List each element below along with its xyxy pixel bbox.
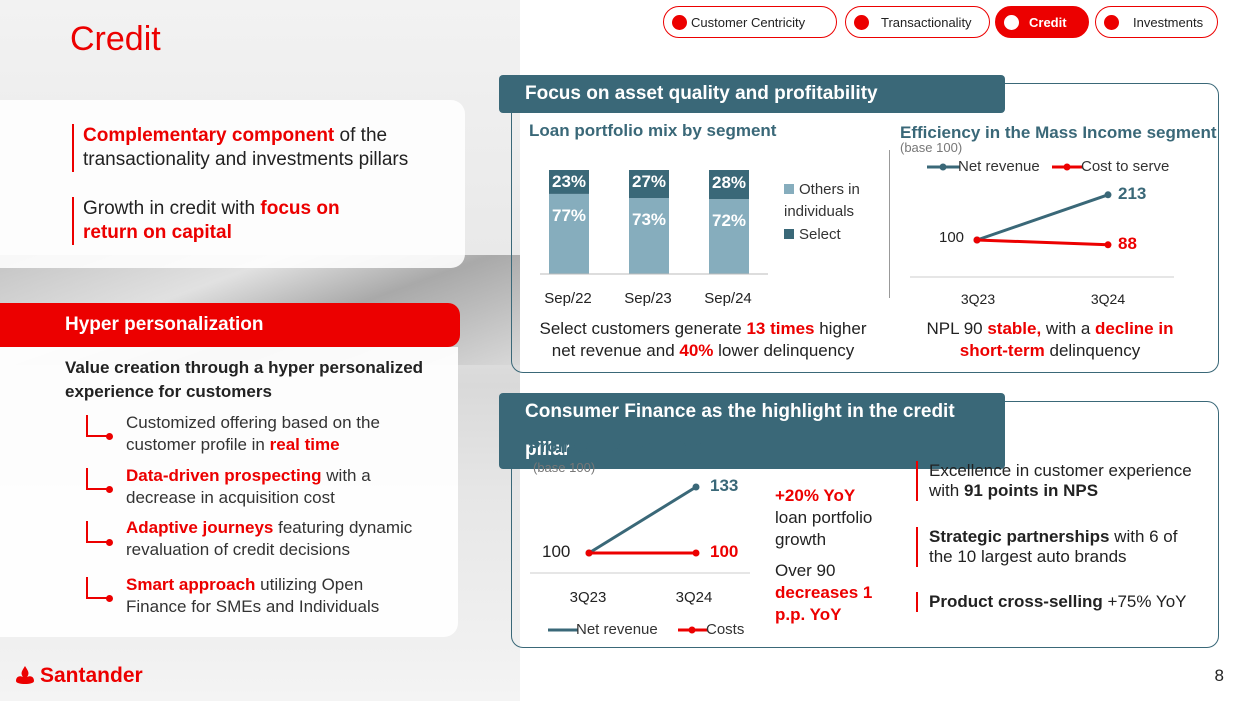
bullet-hook-icon xyxy=(86,415,113,440)
tab-label: Transactionality xyxy=(881,14,972,30)
x-tick-label: 3Q24 xyxy=(675,589,713,606)
legend-net-revenue: Net revenue xyxy=(576,621,658,638)
legend-line-net-icon xyxy=(548,628,578,632)
base-note: (base 100) xyxy=(900,140,963,155)
legend-net-revenue: Net revenue xyxy=(958,158,1040,175)
hp-item: Smart approach utilizing Open Finance fo… xyxy=(126,575,380,616)
x-tick-label: Sep/24 xyxy=(704,290,752,307)
loan-mix-chart xyxy=(540,170,768,275)
profitability-title: Profitability evolution xyxy=(529,437,703,456)
intro-point-growth: Growth in credit with focus on return on… xyxy=(72,197,383,245)
tab-dot-icon xyxy=(854,14,869,30)
hyper-personalization-subtitle: Value creation through a hyper personali… xyxy=(65,358,424,401)
x-tick-label: Sep/23 xyxy=(624,290,672,307)
legend-others: Others in individuals xyxy=(784,181,860,220)
npl-caption: NPL 90 stable, with a decline in short-t… xyxy=(926,319,1174,360)
consumer-finance-header: Consumer Finance as the highlight in the… xyxy=(499,393,1005,469)
bar-data-label: 28% xyxy=(711,172,747,192)
bar-data-label: 72% xyxy=(711,211,747,231)
loan-mix-title: Loan portfolio mix by segment xyxy=(529,121,777,140)
hyper-personalization-title: Hyper personalization xyxy=(0,303,460,347)
data-point xyxy=(692,483,700,491)
tab-investments[interactable]: Investments xyxy=(1095,6,1218,38)
asset-quality-header: Focus on asset quality and profitability xyxy=(499,75,1005,113)
series-line xyxy=(976,238,1109,247)
legend-swatch-icon xyxy=(784,184,794,194)
santander-logo: Santander xyxy=(14,664,143,688)
divider xyxy=(889,150,890,298)
data-point xyxy=(1104,241,1112,249)
bar-data-label: 27% xyxy=(631,172,667,192)
tab-label: Customer Centricity xyxy=(691,14,806,30)
intro-point-complementary: Complementary component of the transacti… xyxy=(72,124,443,172)
end-value-label: 213 xyxy=(1118,183,1147,203)
tab-label: Credit xyxy=(1029,14,1067,30)
legend-costs: Costs xyxy=(706,621,745,638)
end-value-label: 133 xyxy=(710,476,739,495)
series-line xyxy=(588,485,697,555)
x-tick-label: 3Q23 xyxy=(960,291,996,307)
body-text: Growth in credit with xyxy=(83,198,261,219)
start-value-label: 100 xyxy=(542,542,571,561)
hp-item: Customized offering based on the custome… xyxy=(126,413,380,454)
tab-credit[interactable]: Credit xyxy=(995,6,1089,38)
legend-swatch-icon xyxy=(784,229,794,239)
tab-dot-icon xyxy=(1104,14,1119,30)
body-text: of the transactionality and investments … xyxy=(83,125,409,170)
partnerships-point: Strategic partnerships with 6 of the 10 … xyxy=(916,527,1189,567)
profitability-chart xyxy=(530,483,750,574)
efficiency-title: Efficiency in the Mass Income segment xyxy=(900,123,1217,142)
x-tick-label: 3Q23 xyxy=(569,589,607,606)
end-value-label: 100 xyxy=(710,542,739,561)
bar-data-label: 73% xyxy=(631,210,667,230)
tab-label: Investments xyxy=(1133,14,1204,30)
legend-line-cost-icon xyxy=(1052,163,1083,171)
legend-line-net-icon xyxy=(927,163,960,171)
bar-others xyxy=(629,198,669,274)
hyper-personalization-card xyxy=(0,347,458,637)
loan-mix-caption: Select customers generate 13 times highe… xyxy=(539,319,867,360)
highlight-text: Complementary component xyxy=(83,125,335,146)
bar-select xyxy=(709,170,749,200)
cross-selling-point: Product cross-selling +75% YoY xyxy=(916,592,1199,612)
bar-others xyxy=(549,193,589,274)
page-title: Credit xyxy=(70,20,161,58)
start-value-label: 100 xyxy=(939,229,965,246)
series-line xyxy=(976,193,1109,242)
flame-icon xyxy=(16,666,34,684)
data-point xyxy=(1104,191,1112,199)
nps-point: Excellence in customer experience with 9… xyxy=(916,461,1199,501)
intro-card xyxy=(0,100,465,268)
tab-dot-icon xyxy=(1004,14,1019,30)
over90-note: Over 90 decreases 1 p.p. YoY xyxy=(775,561,873,624)
highlight-text: focus on return on capital xyxy=(83,198,340,243)
bar-data-label: 77% xyxy=(551,205,587,225)
data-point xyxy=(692,549,700,557)
legend-select: Select xyxy=(784,224,841,246)
bar-data-label: 23% xyxy=(551,172,587,191)
data-point xyxy=(585,549,593,557)
loan-growth-note: +20% YoY loan portfolio growth xyxy=(775,486,873,549)
data-point xyxy=(973,236,981,244)
hp-item: Adaptive journeys featuring dynamic reva… xyxy=(126,518,413,559)
tab-transactionality[interactable]: Transactionality xyxy=(845,6,990,38)
tab-dot-icon xyxy=(672,14,687,30)
tab-customer-centricity[interactable]: Customer Centricity xyxy=(663,6,837,38)
legend-cost-to-serve: Cost to serve xyxy=(1081,158,1170,175)
legend-line-cost-icon xyxy=(678,626,708,634)
bar-others xyxy=(709,199,749,274)
x-tick-label: Sep/22 xyxy=(544,290,592,307)
end-value-label: 88 xyxy=(1118,233,1137,253)
x-tick-label: 3Q24 xyxy=(1090,291,1126,307)
bullet-hook-icon xyxy=(86,577,113,602)
bar-select xyxy=(549,170,589,194)
bullet-hook-icon xyxy=(86,468,113,493)
bar-select xyxy=(629,170,669,199)
page-number: 8 xyxy=(1214,666,1224,685)
efficiency-chart xyxy=(910,191,1174,278)
bullet-hook-icon xyxy=(86,521,113,546)
hp-item: Data-driven prospecting with a decrease … xyxy=(126,466,371,507)
base-note: (base 100) xyxy=(533,460,596,475)
